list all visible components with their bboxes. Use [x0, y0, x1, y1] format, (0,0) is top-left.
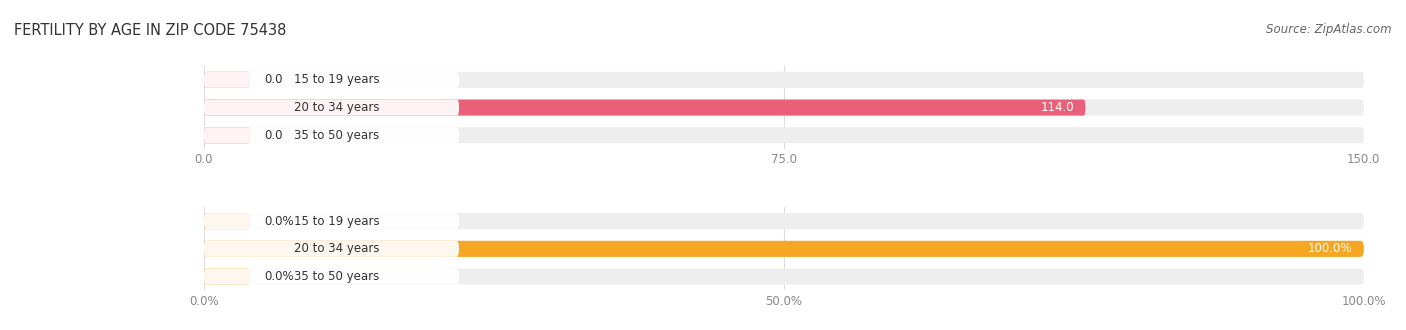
Text: 114.0: 114.0	[1040, 101, 1074, 114]
Text: 100.0%: 100.0%	[1308, 242, 1353, 255]
FancyBboxPatch shape	[204, 127, 458, 143]
FancyBboxPatch shape	[204, 72, 1364, 88]
Text: 20 to 34 years: 20 to 34 years	[294, 101, 380, 114]
Text: Source: ZipAtlas.com: Source: ZipAtlas.com	[1267, 23, 1392, 36]
FancyBboxPatch shape	[204, 127, 250, 143]
FancyBboxPatch shape	[204, 127, 1364, 143]
FancyBboxPatch shape	[204, 241, 1364, 257]
FancyBboxPatch shape	[204, 100, 1364, 116]
FancyBboxPatch shape	[204, 100, 1085, 116]
FancyBboxPatch shape	[204, 213, 250, 229]
Text: 15 to 19 years: 15 to 19 years	[294, 73, 380, 86]
Text: 0.0%: 0.0%	[264, 270, 294, 283]
Text: FERTILITY BY AGE IN ZIP CODE 75438: FERTILITY BY AGE IN ZIP CODE 75438	[14, 23, 287, 38]
Text: 0.0: 0.0	[264, 73, 283, 86]
FancyBboxPatch shape	[204, 241, 458, 257]
Text: 15 to 19 years: 15 to 19 years	[294, 214, 380, 228]
FancyBboxPatch shape	[204, 241, 1364, 257]
Text: 0.0%: 0.0%	[264, 214, 294, 228]
FancyBboxPatch shape	[204, 269, 1364, 284]
FancyBboxPatch shape	[204, 269, 250, 284]
FancyBboxPatch shape	[204, 72, 250, 88]
FancyBboxPatch shape	[204, 100, 458, 116]
Text: 35 to 50 years: 35 to 50 years	[294, 129, 380, 142]
FancyBboxPatch shape	[204, 213, 1364, 229]
FancyBboxPatch shape	[204, 72, 458, 88]
Text: 20 to 34 years: 20 to 34 years	[294, 242, 380, 255]
FancyBboxPatch shape	[204, 269, 458, 284]
FancyBboxPatch shape	[204, 213, 458, 229]
Text: 35 to 50 years: 35 to 50 years	[294, 270, 380, 283]
Text: 0.0: 0.0	[264, 129, 283, 142]
